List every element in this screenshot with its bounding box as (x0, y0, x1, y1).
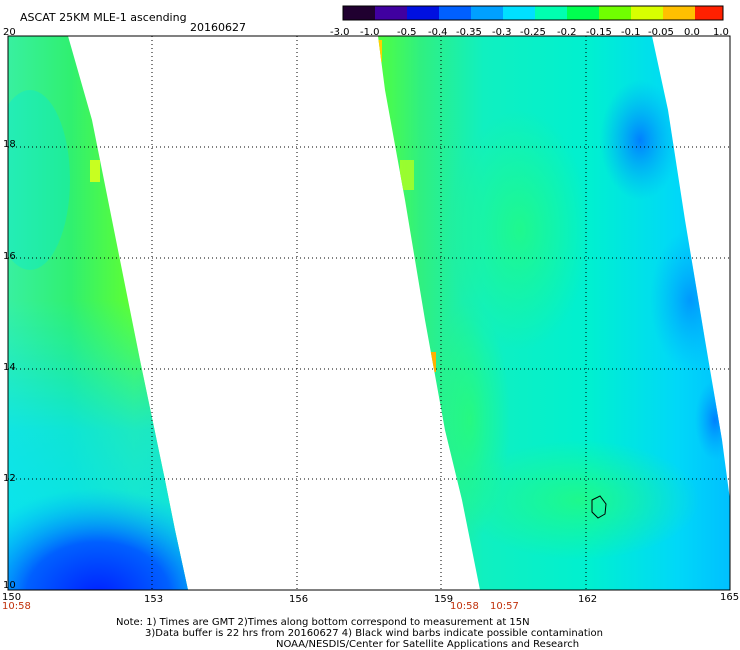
lon-label: 165 (720, 592, 740, 603)
lat-label: 10 (3, 580, 16, 591)
lat-label: 18 (3, 139, 16, 150)
note-line: NOAA/NESDIS/Center for Satellite Applica… (276, 639, 580, 650)
lat-label: 12 (3, 473, 16, 484)
colorbar-strip (342, 5, 724, 21)
plot-frame (7, 35, 731, 591)
colorbar-label: -1.0 (360, 27, 380, 38)
colorbar-label: -0.05 (648, 27, 674, 38)
left-swath (8, 36, 188, 590)
pass-time: 10:57 (490, 601, 519, 612)
colorbar-label: -3.0 (330, 27, 350, 38)
contamination-contour (591, 495, 607, 519)
lon-label: 153 (144, 594, 164, 605)
lon-label: 156 (289, 594, 309, 605)
note-line: 3)Data buffer is 22 hrs from 20160627 4)… (145, 628, 603, 639)
lat-label: 14 (3, 362, 16, 373)
colorbar-label: -0.4 (428, 27, 448, 38)
colorbar-label: -0.15 (586, 27, 612, 38)
colorbar-label: -0.2 (557, 27, 577, 38)
colorbar-label: 1.0 (713, 27, 729, 38)
lon-label: 150 (2, 592, 22, 603)
lat-label: 20 (3, 27, 16, 38)
map-title: ASCAT 25KM MLE-1 ascending (20, 11, 187, 24)
colorbar-label: -0.25 (520, 27, 546, 38)
colorbar-label: -0.5 (397, 27, 417, 38)
pass-time: 10:58 (2, 601, 31, 612)
colorbar-label: 0.0 (684, 27, 700, 38)
note-line: Note: 1) Times are GMT 2)Times along bot… (116, 617, 530, 628)
colorbar-label: -0.35 (456, 27, 482, 38)
right-swath (378, 36, 730, 590)
colorbar-label: -0.3 (492, 27, 512, 38)
grid (8, 36, 730, 590)
lat-label: 16 (3, 251, 16, 262)
lon-label: 159 (434, 594, 454, 605)
pass-time: 10:58 (450, 601, 479, 612)
colorbar-label: -0.1 (621, 27, 641, 38)
map-date: 20160627 (190, 21, 246, 34)
lon-label: 162 (578, 594, 598, 605)
